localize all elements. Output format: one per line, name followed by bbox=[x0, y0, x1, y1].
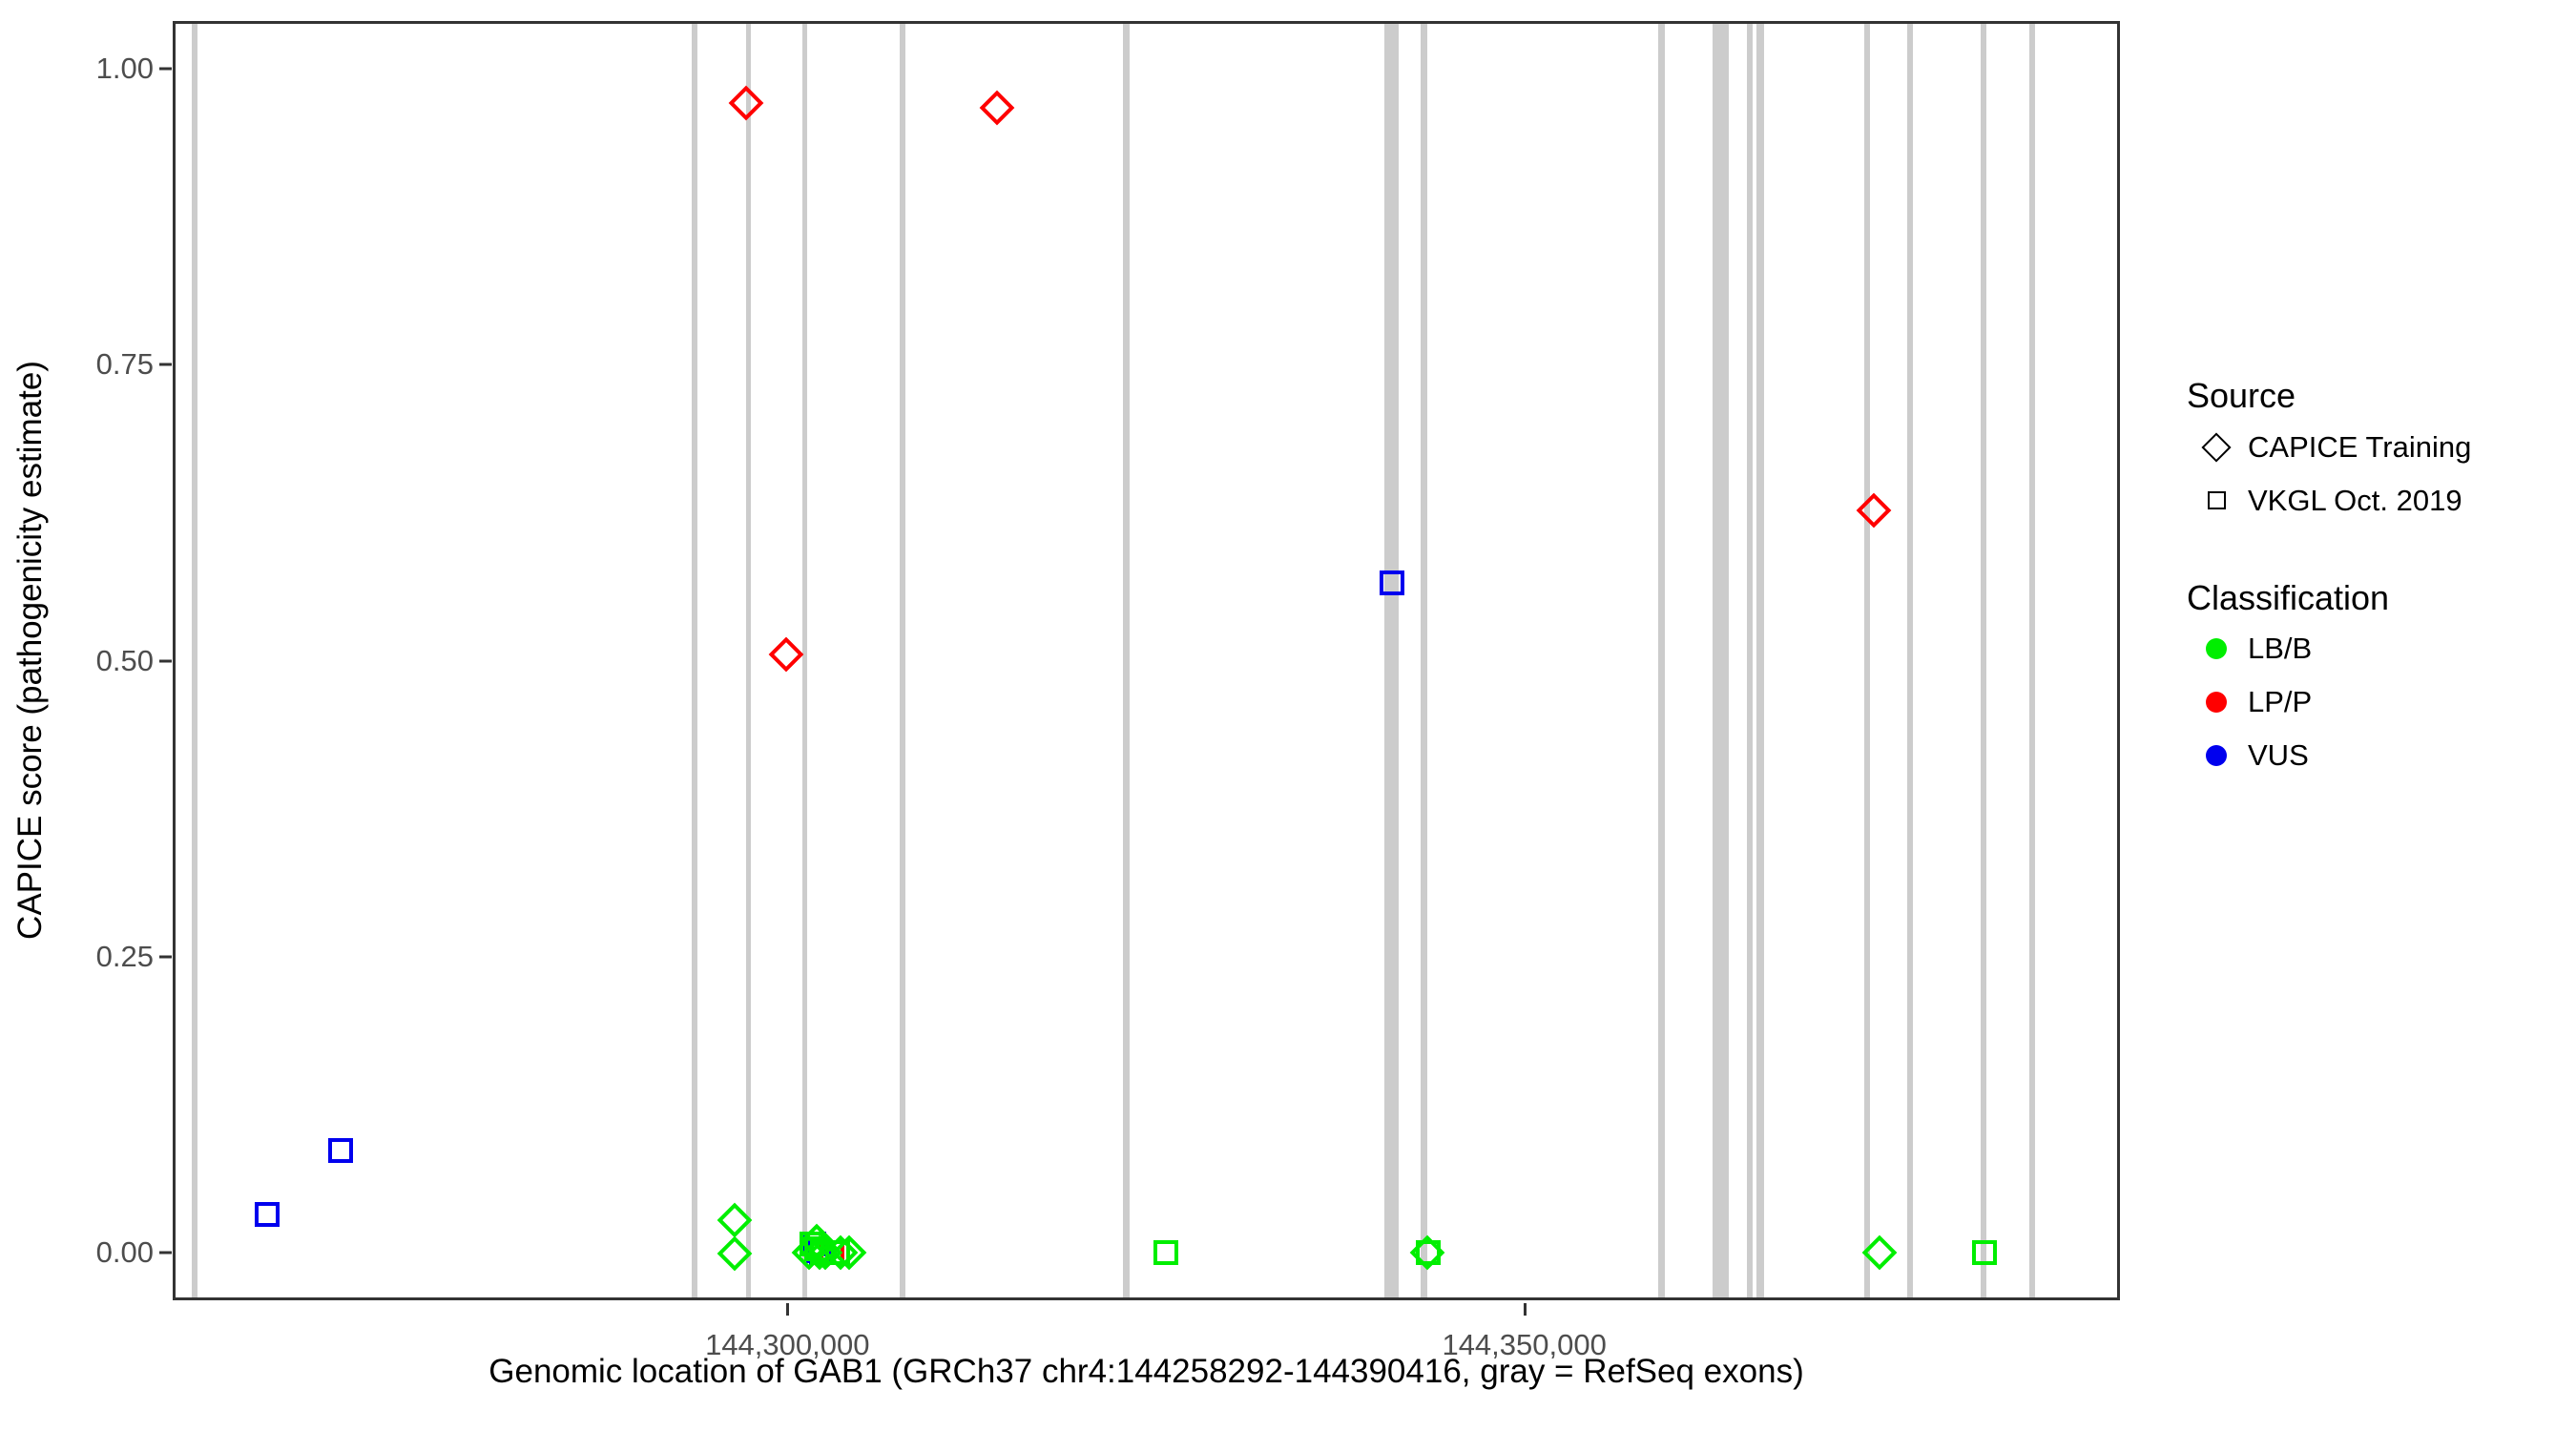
dot-icon bbox=[2185, 692, 2248, 714]
x-tick-label: 144,300,000 bbox=[705, 1328, 870, 1361]
plot-panel bbox=[173, 21, 2120, 1300]
x-tick-mark bbox=[786, 1303, 790, 1316]
exon-band bbox=[745, 24, 752, 1297]
legend-spacer bbox=[2185, 528, 2566, 579]
legend-source-title: Source bbox=[2187, 376, 2296, 415]
legend-item-classification[interactable]: VUS bbox=[2185, 729, 2566, 782]
legend-item-label: LB/B bbox=[2248, 632, 2313, 666]
diamond-icon bbox=[2185, 432, 2248, 463]
data-point[interactable] bbox=[979, 90, 1014, 126]
plot-area bbox=[176, 24, 2117, 1297]
y-tick-mark bbox=[159, 955, 172, 959]
legend-item-source[interactable]: VKGL Oct. 2019 bbox=[2185, 474, 2566, 528]
y-tick-label: 1.00 bbox=[95, 51, 154, 85]
data-point[interactable] bbox=[810, 1239, 836, 1265]
legend-source-items: CAPICE Training VKGL Oct. 2019 bbox=[2185, 421, 2566, 528]
dot-icon bbox=[2185, 638, 2248, 660]
exon-band bbox=[691, 24, 697, 1297]
legend-item-source[interactable]: CAPICE Training bbox=[2185, 421, 2566, 474]
legend-item-label: LP/P bbox=[2248, 685, 2313, 719]
exon-band bbox=[192, 24, 198, 1297]
data-point[interactable] bbox=[1379, 570, 1404, 596]
data-point[interactable] bbox=[728, 85, 764, 121]
data-point[interactable] bbox=[824, 1239, 850, 1265]
y-tick-mark bbox=[159, 363, 172, 366]
legend-item-classification[interactable]: LB/B bbox=[2185, 622, 2566, 675]
legend-item-label: CAPICE Training bbox=[2248, 429, 2472, 464]
y-tick-mark bbox=[159, 1251, 172, 1255]
exon-band bbox=[1981, 24, 1986, 1297]
exon-band bbox=[1713, 24, 1730, 1297]
exon-band bbox=[1864, 24, 1870, 1297]
data-point[interactable] bbox=[254, 1201, 280, 1227]
y-tick-label: 0.00 bbox=[95, 1235, 154, 1270]
x-axis-title: Genomic location of GAB1 (GRCh37 chr4:14… bbox=[488, 1353, 1804, 1390]
legend-item-label: VUS bbox=[2248, 738, 2309, 773]
y-tick-label: 0.50 bbox=[95, 643, 154, 677]
data-point[interactable] bbox=[768, 636, 804, 672]
y-tick-mark bbox=[159, 67, 172, 71]
dot-icon bbox=[2185, 745, 2248, 767]
exon-band bbox=[1383, 24, 1400, 1297]
exon-band bbox=[1907, 24, 1913, 1297]
data-point[interactable] bbox=[1971, 1239, 1997, 1265]
legend-container: Source CAPICE Training VKGL Oct. 2019 Cla… bbox=[2185, 377, 2566, 782]
exon-band bbox=[1421, 24, 1427, 1297]
exon-band bbox=[801, 24, 808, 1297]
legend-classification-items: LB/B LP/P VUS bbox=[2185, 622, 2566, 782]
legend-item-label: VKGL Oct. 2019 bbox=[2248, 483, 2462, 517]
square-icon bbox=[2185, 491, 2248, 510]
y-tick-label: 0.75 bbox=[95, 347, 154, 382]
exon-band bbox=[1755, 24, 1765, 1297]
exon-band bbox=[2029, 24, 2035, 1297]
y-tick-mark bbox=[159, 659, 172, 662]
data-point[interactable] bbox=[328, 1137, 354, 1163]
data-point[interactable] bbox=[1416, 1239, 1442, 1265]
exon-band bbox=[1746, 24, 1753, 1297]
data-point[interactable] bbox=[1153, 1239, 1179, 1265]
data-point[interactable] bbox=[1856, 492, 1892, 529]
exon-band bbox=[899, 24, 905, 1297]
legend-classification-title: Classification bbox=[2187, 577, 2390, 617]
x-tick-label: 144,350,000 bbox=[1442, 1328, 1607, 1361]
x-tick-mark bbox=[1523, 1303, 1527, 1316]
y-tick-label: 0.25 bbox=[95, 939, 154, 973]
exon-band bbox=[1658, 24, 1666, 1297]
legend-item-classification[interactable]: LP/P bbox=[2185, 675, 2566, 729]
exon-band bbox=[1123, 24, 1130, 1297]
